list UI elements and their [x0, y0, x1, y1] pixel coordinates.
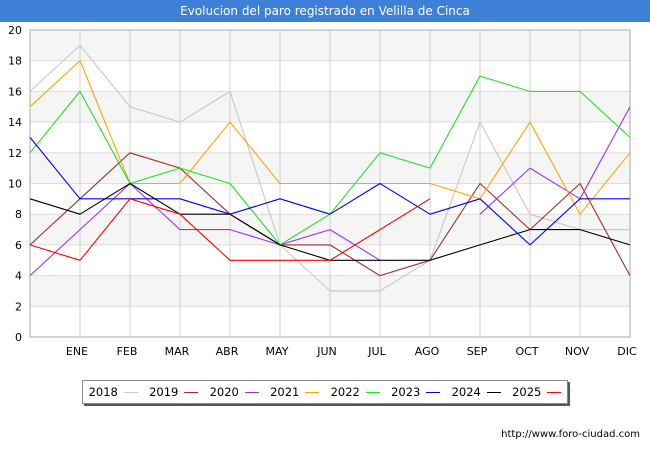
x-tick-label: MAR — [165, 345, 190, 358]
legend-label: 2022 — [330, 385, 360, 399]
x-tick-label: OCT — [515, 345, 538, 358]
y-tick-label: 10 — [8, 178, 22, 191]
legend-item-2021: 2021 — [270, 385, 320, 399]
legend-item-2022: 2022 — [331, 385, 380, 399]
y-tick-label: 2 — [15, 300, 22, 313]
legend-label: 2021 — [270, 385, 300, 399]
series-line-2018 — [29, 44, 630, 292]
y-tick-label: 0 — [15, 331, 22, 344]
y-tick-label: 18 — [8, 55, 22, 68]
y-tick-label: 20 — [8, 24, 22, 37]
series-line-2020 — [29, 106, 631, 277]
x-tick-label: ENE — [66, 345, 88, 358]
legend: 2018 2019 2020 2021 2022 2023 2024 2025 — [82, 380, 568, 404]
y-tick-label: 16 — [8, 85, 22, 98]
source-url: http://www.foro-ciudad.com — [501, 429, 640, 440]
legend-swatch — [365, 391, 380, 393]
legend-label: 2024 — [451, 385, 481, 399]
x-tick-label: SEP — [467, 345, 488, 358]
y-tick-label: 4 — [15, 270, 22, 283]
legend-item-2019: 2019 — [149, 385, 199, 399]
x-tick-label: DIC — [617, 345, 637, 358]
legend-item-2024: 2024 — [452, 385, 501, 399]
x-tick-label: MAY — [266, 345, 289, 358]
x-tick-label: NOV — [565, 345, 590, 358]
legend-swatch — [305, 391, 320, 393]
x-tick-label: JUN — [316, 345, 337, 358]
legend-swatch — [184, 391, 199, 393]
legend-label: 2023 — [391, 385, 421, 399]
y-tick-label: 6 — [15, 239, 22, 252]
legend-label: 2019 — [149, 385, 179, 399]
legend-item-2020: 2020 — [210, 385, 259, 399]
legend-swatch — [244, 391, 259, 393]
legend-label: 2020 — [209, 385, 239, 399]
legend-item-2023: 2023 — [391, 385, 441, 399]
legend-label: 2018 — [88, 385, 118, 399]
legend-swatch — [426, 391, 441, 393]
legend-item-2025: 2025 — [512, 385, 562, 399]
plot-border — [29, 29, 631, 338]
x-tick-label: AGO — [415, 345, 440, 358]
x-tick-label: FEB — [117, 345, 138, 358]
series-line-2025 — [29, 198, 431, 261]
y-tick-label: 14 — [8, 116, 22, 129]
y-tick-label: 12 — [8, 147, 22, 160]
x-tick-label: JUL — [367, 345, 386, 358]
chart-title: Evolucion del paro registrado en Velilla… — [0, 0, 650, 22]
legend-swatch — [123, 391, 138, 393]
legend-label: 2025 — [512, 385, 542, 399]
legend-item-2018: 2018 — [89, 385, 138, 399]
legend-swatch — [486, 391, 501, 393]
y-tick-label: 8 — [15, 208, 22, 221]
x-tick-label: ABR — [216, 345, 239, 358]
legend-swatch — [547, 391, 562, 393]
